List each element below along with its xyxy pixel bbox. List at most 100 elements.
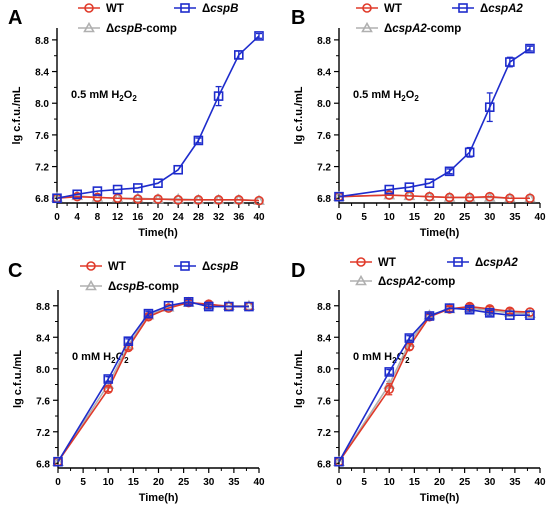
data-point-ΔcspA2 xyxy=(458,3,468,13)
y-tick-label: 7.6 xyxy=(317,131,331,142)
data-point-WT xyxy=(213,195,224,205)
y-tick-label: 8.0 xyxy=(317,99,331,110)
y-axis-title: lg c.f.u./mL xyxy=(293,86,305,144)
condition-text: 0 mM H xyxy=(353,351,392,363)
legend-label-part: WT xyxy=(106,3,124,15)
data-point-WT xyxy=(193,195,204,205)
panel-label: A xyxy=(8,7,22,29)
data-point-ΔcspA2 xyxy=(334,456,344,467)
legend-label: WT xyxy=(378,257,396,269)
condition-text: 0.5 mM H xyxy=(71,89,119,101)
legend-label-part: Δ xyxy=(106,23,114,35)
condition-subscript: 2 xyxy=(119,94,124,103)
x-tick-label: 5 xyxy=(361,477,367,488)
data-point-WT xyxy=(505,193,515,204)
x-tick-label: 12 xyxy=(112,212,124,223)
data-point-ΔcspA2-comp xyxy=(503,306,516,318)
legend-label-part: -comp xyxy=(421,276,456,288)
panel-D: D 6.8 7.2 7.6 8.0 8.4 8.8 0 5 10 15 20 25 30 35 40 Time(… xyxy=(291,257,546,504)
x-tick-label: 35 xyxy=(509,212,521,223)
x-axis-title: Time(h) xyxy=(420,227,460,239)
condition-label: 0.5 mM H2O2 xyxy=(353,89,419,103)
data-point-ΔcspA2 xyxy=(444,166,455,177)
data-point-ΔcspB xyxy=(180,3,190,13)
legend-label-part: -comp xyxy=(142,23,177,35)
legend-entry: ΔcspA2-comp xyxy=(356,21,461,35)
series-ΔcspB-comp xyxy=(52,296,255,466)
legend-entry: WT xyxy=(78,3,124,15)
legend-label-part: Δ xyxy=(378,276,386,288)
legend-label-part: Δ xyxy=(480,3,488,15)
legend-entry: WT xyxy=(356,3,402,15)
series-ΔcspA2 xyxy=(334,303,535,467)
condition-label: 0 mM H2O2 xyxy=(353,351,410,365)
legend-label-part: Δ xyxy=(384,23,392,35)
x-tick-label: 25 xyxy=(459,477,471,488)
data-point-WT xyxy=(86,261,96,271)
legend-label-part: WT xyxy=(378,257,396,269)
legend-label-part: Δ xyxy=(202,3,210,15)
x-tick-label: 0 xyxy=(336,477,342,488)
data-point-ΔcspB-comp xyxy=(131,192,144,203)
data-point-ΔcspA2-comp xyxy=(355,274,367,286)
data-point-ΔcspA2-comp xyxy=(524,307,536,318)
legend-label-part: Δ xyxy=(108,281,116,293)
legend-entry: ΔcspB xyxy=(174,261,238,273)
legend-label-part: cspB xyxy=(210,3,238,15)
x-tick-label: 40 xyxy=(253,212,265,223)
data-point-WT xyxy=(444,192,455,203)
panel-A: A 6.8 7.2 7.6 8.0 8.4 8.8 0 4 8 12 16 20 24 28 32 36 40 Ti… xyxy=(8,3,265,239)
y-tick-label: 8.4 xyxy=(35,68,49,79)
legend-label-part: cspB xyxy=(116,281,144,293)
series-line xyxy=(57,301,249,463)
x-tick-label: 20 xyxy=(434,212,446,223)
condition-subscript: 2 xyxy=(111,356,116,365)
legend-label: ΔcspA2-comp xyxy=(378,276,455,288)
x-axis-title: Time(h) xyxy=(139,492,179,504)
series-WT xyxy=(334,301,535,467)
x-tick-label: 28 xyxy=(193,212,205,223)
data-point-ΔcspB xyxy=(254,31,264,41)
legend-label: WT xyxy=(384,3,402,15)
data-point-ΔcspA2 xyxy=(444,303,455,313)
x-tick-label: 25 xyxy=(459,212,471,223)
x-tick-label: 20 xyxy=(153,477,165,488)
data-point-WT xyxy=(384,190,395,200)
data-point-ΔcspB xyxy=(92,186,103,196)
condition-text: O xyxy=(397,351,406,363)
data-point-WT xyxy=(356,257,366,267)
legend-entry: ΔcspB-comp xyxy=(80,279,179,293)
y-tick-label: 8.8 xyxy=(317,36,331,47)
data-point-ΔcspB xyxy=(163,300,174,311)
data-point-ΔcspB xyxy=(244,301,254,312)
x-tick-label: 35 xyxy=(228,477,240,488)
data-point-ΔcspB xyxy=(153,178,163,189)
legend-label: WT xyxy=(106,3,124,15)
legend-entry: ΔcspA2 xyxy=(452,3,523,15)
y-tick-label: 8.0 xyxy=(35,99,49,110)
condition-subscript: 2 xyxy=(414,94,419,103)
legend-entry: WT xyxy=(80,261,126,273)
data-point-ΔcspB xyxy=(103,374,114,384)
panel-label: C xyxy=(8,260,22,282)
data-point-ΔcspB xyxy=(234,50,244,60)
x-tick-label: 32 xyxy=(213,212,225,223)
y-tick-label: 7.6 xyxy=(317,396,331,407)
legend-label-part: cspA2 xyxy=(392,23,427,35)
legend-label: ΔcspB xyxy=(202,261,238,273)
x-tick-label: 40 xyxy=(534,212,546,223)
x-tick-label: 15 xyxy=(128,477,140,488)
series-line xyxy=(56,35,260,200)
condition-text: O xyxy=(124,89,133,101)
legend-entry: ΔcspB xyxy=(174,3,238,15)
x-tick-label: 10 xyxy=(384,212,396,223)
x-tick-label: 40 xyxy=(253,477,265,488)
x-tick-label: 15 xyxy=(409,212,421,223)
legend-label: WT xyxy=(108,261,126,273)
data-point-ΔcspA2 xyxy=(424,311,435,321)
x-tick-label: 30 xyxy=(203,477,215,488)
legend-label-part: cspA2 xyxy=(488,3,523,15)
panel-B: B 6.8 7.2 7.6 8.0 8.4 8.8 0 5 10 15 20 25 30 35 40 Time(… xyxy=(291,3,546,239)
x-tick-label: 0 xyxy=(54,212,60,223)
series-line xyxy=(338,307,530,463)
